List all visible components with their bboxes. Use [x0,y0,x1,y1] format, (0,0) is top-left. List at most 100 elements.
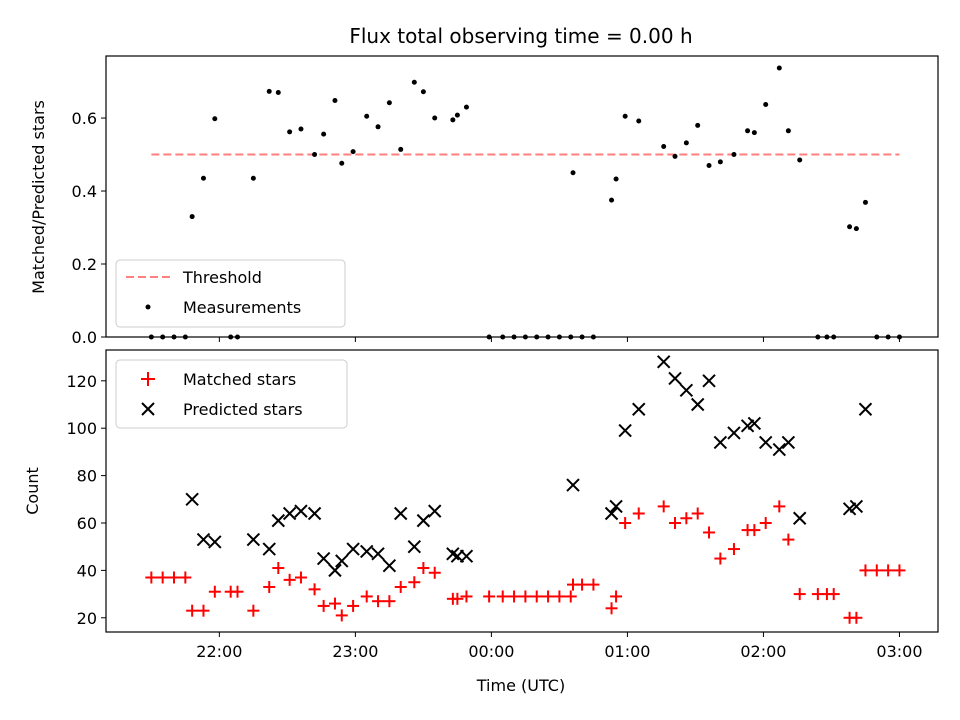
top-y-axis-label: Matched/Predicted stars [29,100,48,294]
top-panel: 0.0 0.2 0.4 0.6 Matched/Predicted stars Thr… [29,55,939,347]
matched-star-point [428,566,441,579]
measurement-point [751,130,757,136]
matched-star-point [882,564,895,577]
matched-star-point [231,585,244,598]
matched-star-point [372,595,385,608]
measurement-point [312,152,318,158]
measurement-point [250,175,256,181]
bottom-y-tick-label: 100 [66,419,97,438]
legend-threshold-label: Threshold [182,268,262,287]
predicted-star-point [271,513,286,528]
measurement-point [287,129,293,135]
predicted-star-point [246,532,261,547]
measurement-point [706,162,712,168]
bottom-legend: Matched stars Predicted stars [115,359,348,429]
measurement-point [275,89,281,95]
predicted-star-point [713,435,728,450]
top-y-tick-label: 0.6 [72,109,97,128]
matched-star-point [145,571,158,584]
predicted-star-point [609,499,623,514]
matched-star-point [870,564,883,577]
measurement-point [776,65,782,71]
matched-star-point [168,571,181,584]
measurement-point [683,140,689,146]
bottom-x-tick-label: 01:00 [604,642,650,661]
matched-star-point [605,602,618,615]
predicted-star-point [407,539,422,554]
measurement-point [420,89,426,95]
matched-star-point [576,578,589,591]
bottom-x-tick-label: 02:00 [740,642,786,661]
bottom-y-tick-label: 40 [77,561,97,580]
legend-measurements-label: Measurements [183,298,301,317]
predicted-star-point [679,383,694,397]
predicted-star-point [772,442,787,457]
top-y-tick-label: 0.4 [72,182,97,201]
predicted-star-point [747,416,762,431]
matched-star-point [317,599,330,612]
measurement-point [672,153,678,159]
bottom-x-tick-label: 23:00 [332,642,378,661]
measurement-point [386,100,392,106]
matched-star-point [553,590,566,603]
matched-star-point [893,564,906,577]
measurement-point [364,113,370,119]
measurement-point [375,124,381,130]
predicted-star-point [382,558,397,573]
matched-star-point [827,588,840,601]
matched-star-point [360,590,373,603]
measurement-point [463,104,469,110]
matched-star-point [179,571,192,584]
matched-star-point [308,583,321,596]
measurement-point [763,102,769,108]
legend-predicted-label: Predicted stars [183,400,303,419]
predicted-star-point [346,542,360,556]
matched-star-point [619,516,632,529]
matched-star-point [328,597,341,610]
measurement-point [570,170,576,176]
chart-title: Flux total observing time = 0.00 h [349,24,692,48]
top-y-tick-label: 0.2 [72,255,97,274]
bottom-plot-area [145,355,906,624]
measurement-point [321,131,327,137]
legend-matched-swatch [141,372,155,386]
measurement-point [432,115,438,121]
bottom-legend-box [115,359,348,429]
measurement-point [785,128,791,134]
matched-star-point [850,611,863,624]
measurement-point [661,144,667,150]
bottom-x-ticks: 22:00 23:00 00:00 01:00 02:00 03:00 [196,632,923,661]
matched-star-point [657,500,670,513]
matched-star-point [186,604,199,617]
matched-star-point [703,526,716,539]
matched-star-point [632,507,645,520]
top-y-tick-label: 0.0 [72,328,97,347]
predicted-star-point [294,504,308,518]
x-axis-label: Time (UTC) [476,676,565,695]
bottom-y-tick-label: 120 [66,372,97,391]
measurement-point [339,160,345,166]
matched-star-point [587,578,600,591]
predicted-star-point [566,478,580,492]
legend-predicted-swatch [141,402,155,416]
bottom-x-tick-label: 00:00 [468,642,514,661]
measurement-point [450,117,456,123]
matched-star-point [714,552,727,565]
predicted-star-point [196,532,211,547]
measurement-point [350,149,356,155]
measurement-point [797,157,803,163]
bottom-y-ticks: 20 40 60 80 100 120 [66,372,106,628]
predicted-star-point [793,511,807,525]
measurement-point [717,159,723,165]
top-x-ticks [218,337,900,342]
measurement-point [411,79,417,85]
matched-star-point [680,512,693,525]
measurement-point [609,197,615,203]
measurement-point [613,176,619,182]
top-legend-box [115,259,346,328]
matched-star-point [247,604,260,617]
measurement-point [266,88,272,94]
matched-star-point [347,599,360,612]
bottom-y-tick-label: 20 [77,609,97,628]
bottom-y-tick-label: 60 [77,514,97,533]
